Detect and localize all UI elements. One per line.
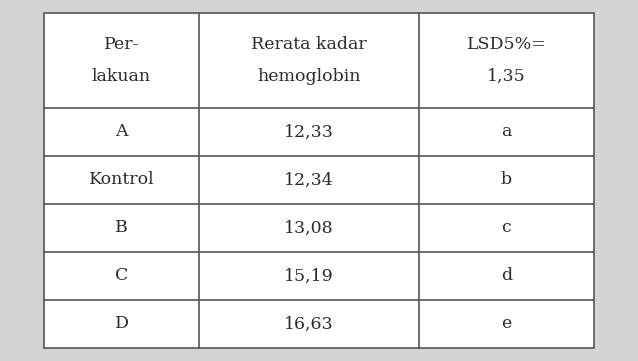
Text: C: C — [115, 268, 128, 284]
Text: LSD5%=: LSD5%= — [466, 36, 546, 53]
Text: c: c — [501, 219, 512, 236]
Text: a: a — [501, 123, 512, 140]
Text: D: D — [114, 316, 128, 332]
Text: d: d — [501, 268, 512, 284]
Text: 12,33: 12,33 — [284, 123, 334, 140]
Text: 1,35: 1,35 — [487, 68, 526, 85]
Text: Per-: Per- — [104, 36, 139, 53]
Text: 12,34: 12,34 — [284, 171, 334, 188]
Text: b: b — [501, 171, 512, 188]
Text: e: e — [501, 316, 512, 332]
Text: 15,19: 15,19 — [284, 268, 334, 284]
Text: hemoglobin: hemoglobin — [257, 68, 360, 85]
Text: lakuan: lakuan — [92, 68, 151, 85]
Text: 13,08: 13,08 — [284, 219, 334, 236]
Text: Rerata kadar: Rerata kadar — [251, 36, 367, 53]
Text: B: B — [115, 219, 128, 236]
Bar — [44, 13, 594, 348]
Bar — [44, 13, 594, 348]
Text: 16,63: 16,63 — [284, 316, 334, 332]
Text: A: A — [115, 123, 128, 140]
Text: Kontrol: Kontrol — [89, 171, 154, 188]
